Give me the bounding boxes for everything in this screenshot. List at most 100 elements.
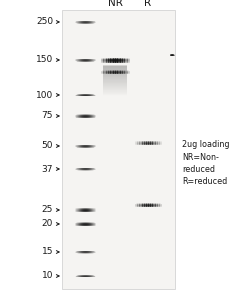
Bar xyxy=(88,22,89,23)
Bar xyxy=(93,168,94,169)
Bar xyxy=(81,60,82,61)
Bar xyxy=(84,116,85,117)
Bar xyxy=(84,145,85,146)
Bar xyxy=(75,117,76,118)
Bar xyxy=(76,145,77,146)
Bar xyxy=(91,252,92,253)
Bar xyxy=(93,225,94,226)
Bar xyxy=(115,62,116,63)
Bar xyxy=(89,168,90,169)
Bar xyxy=(84,23,85,24)
Bar xyxy=(87,212,88,213)
Bar xyxy=(115,60,116,61)
Bar xyxy=(82,117,83,118)
Bar xyxy=(89,211,90,212)
Bar xyxy=(80,210,81,211)
Bar xyxy=(119,71,120,72)
Bar xyxy=(93,209,94,210)
Bar xyxy=(94,117,95,118)
Bar xyxy=(143,141,144,142)
Bar xyxy=(81,168,82,169)
Bar xyxy=(146,142,147,143)
Bar xyxy=(144,206,145,207)
Bar xyxy=(91,223,92,224)
Bar xyxy=(150,203,151,204)
Bar xyxy=(80,168,81,169)
Bar xyxy=(91,224,92,225)
Bar xyxy=(89,168,90,169)
Bar xyxy=(140,205,141,206)
Bar xyxy=(80,209,81,210)
Bar xyxy=(129,73,130,74)
Bar xyxy=(111,73,112,74)
Bar xyxy=(77,209,78,210)
Bar xyxy=(94,60,95,61)
Bar xyxy=(85,95,86,96)
Bar xyxy=(81,115,82,116)
Bar xyxy=(84,208,85,209)
Bar xyxy=(82,208,83,209)
Bar xyxy=(82,61,83,62)
Bar xyxy=(113,60,114,61)
Bar xyxy=(88,253,89,254)
Bar xyxy=(80,275,81,276)
Bar xyxy=(91,60,92,61)
Bar xyxy=(144,143,145,144)
Bar xyxy=(92,168,93,169)
Bar xyxy=(89,224,90,225)
Bar xyxy=(121,70,122,71)
Bar xyxy=(81,253,82,254)
Bar xyxy=(142,204,143,205)
Bar xyxy=(147,143,148,144)
Bar xyxy=(88,116,89,117)
Bar xyxy=(82,95,83,96)
Bar xyxy=(82,94,83,95)
Bar xyxy=(146,145,147,146)
Bar xyxy=(92,222,93,223)
Bar xyxy=(93,21,94,22)
Bar xyxy=(85,94,86,95)
Bar xyxy=(147,204,148,205)
Bar xyxy=(83,59,84,60)
Bar xyxy=(83,23,84,24)
Bar xyxy=(81,223,82,224)
Bar xyxy=(85,146,86,147)
Bar xyxy=(87,147,88,148)
Bar xyxy=(79,224,80,225)
Bar xyxy=(85,253,86,254)
Bar xyxy=(82,95,83,96)
Bar xyxy=(91,209,92,210)
Bar xyxy=(91,168,92,169)
Bar xyxy=(127,73,128,74)
Bar xyxy=(90,168,91,169)
Bar xyxy=(119,72,120,73)
Bar xyxy=(116,72,117,73)
Bar xyxy=(76,22,77,23)
Bar xyxy=(86,223,87,224)
Bar xyxy=(83,146,84,147)
Bar xyxy=(77,225,78,226)
Bar xyxy=(87,275,88,276)
Bar xyxy=(93,211,94,212)
Bar xyxy=(150,204,151,205)
Bar xyxy=(93,95,94,96)
Bar xyxy=(80,116,81,117)
Bar xyxy=(153,141,154,142)
Bar xyxy=(92,275,93,276)
Bar xyxy=(76,169,77,170)
Bar xyxy=(142,141,143,142)
Bar xyxy=(119,73,120,74)
Bar xyxy=(75,224,76,225)
Bar xyxy=(127,72,128,73)
Bar xyxy=(84,59,85,60)
Bar xyxy=(174,54,175,55)
Bar xyxy=(76,95,77,96)
Bar xyxy=(92,117,93,118)
Bar xyxy=(146,205,147,206)
Bar xyxy=(172,55,173,56)
Bar xyxy=(94,22,95,23)
Bar xyxy=(84,168,85,169)
Bar xyxy=(76,276,77,277)
Bar xyxy=(93,21,94,22)
Bar xyxy=(82,95,83,96)
